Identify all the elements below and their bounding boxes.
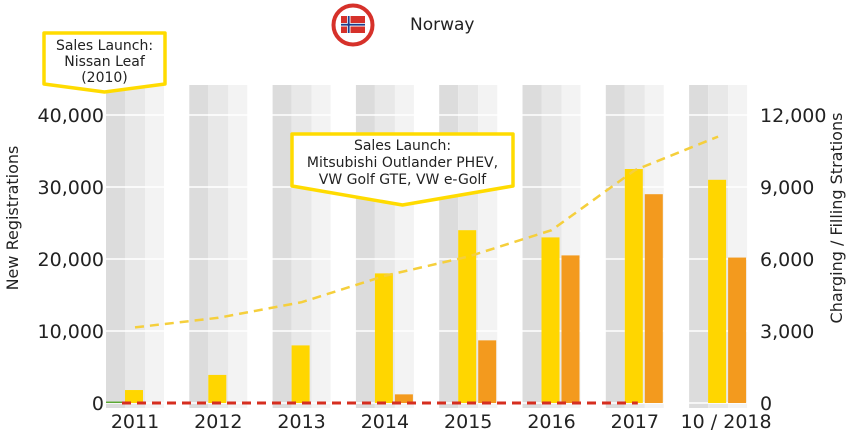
callout-mitsubishi-vw: Sales Launch: Mitsubishi Outlander PHEV,… [290,132,515,207]
x-tick-label: 2013 [277,411,325,433]
bar [291,345,310,403]
bar [708,179,727,403]
country-label: Norway [410,15,475,35]
x-tick-label: 2017 [611,411,659,433]
callout-mitsubishi-vw-line-2: Mitsubishi Outlander PHEV, [307,155,498,171]
y2-tick-label: 0 [760,393,772,415]
y2-tick-label: 3,000 [760,321,814,343]
y2-tick-label: 9,000 [760,177,814,199]
y-axis-ticks: 0 10,000 20,000 30,000 40,000 [38,105,104,415]
y2-axis-ticks: 0 3,000 6,000 9,000 12,000 [760,105,826,415]
band-1 [189,85,248,408]
lines [122,135,719,405]
callout-mitsubishi-vw-line-3: VW Golf GTE, VW e-Golf [319,172,488,188]
bar [728,257,747,403]
bars [106,169,747,403]
band-0 [106,85,164,408]
x-tick-label: 2016 [527,411,575,433]
norway-flag-icon [331,3,375,47]
x-tick-label: 2012 [194,411,242,433]
x-tick-label: 10 / 2018 [681,411,772,433]
callout-mitsubishi-vw-line-1: Sales Launch: [354,138,451,154]
y-tick-label: 10,000 [38,321,104,343]
y-tick-label: 20,000 [38,249,104,271]
x-tick-label: 2011 [111,411,159,433]
bar [125,390,143,403]
x-tick-label: 2014 [361,411,409,433]
y-axis-title: New Registrations [3,146,22,291]
series-line [134,135,719,329]
callout-nissan-leaf: Sales Launch: Nissan Leaf (2010) [42,31,167,94]
y2-axis-title: Charging / Filling Strations [827,113,846,324]
country-header: Norway [331,3,475,47]
callout-nissan-leaf-line-1: Sales Launch: [56,38,153,54]
bar [208,374,227,403]
bar [106,401,124,403]
bar [394,394,413,403]
y2-tick-label: 6,000 [760,249,814,271]
y-tick-label: 40,000 [38,105,104,127]
bar [644,194,663,403]
x-tick-label: 2015 [444,411,492,433]
y-tick-label: 30,000 [38,177,104,199]
bar [458,230,477,403]
bar [624,169,643,403]
x-axis-ticks: 2011 2012 2013 2014 2015 2016 2017 10 / 2018 [111,411,772,433]
y2-tick-label: 12,000 [760,105,826,127]
callout-nissan-leaf-line-3: (2010) [81,70,128,86]
bar [374,273,393,403]
callout-nissan-leaf-line-2: Nissan Leaf [64,54,146,70]
bar [478,340,497,403]
bar [561,255,580,403]
bar [541,237,560,403]
y-tick-label: 0 [92,393,104,415]
